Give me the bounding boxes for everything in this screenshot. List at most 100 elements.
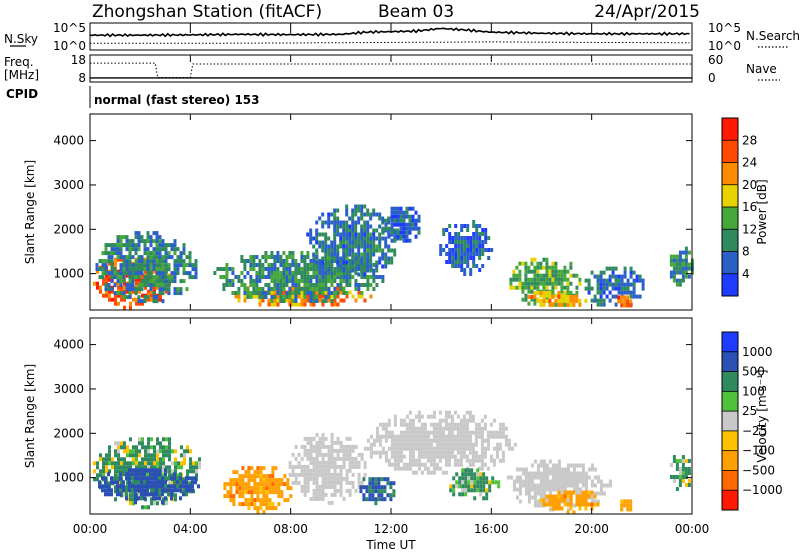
velocity-panel-cell bbox=[681, 475, 685, 479]
velocity-panel-cell bbox=[405, 446, 409, 451]
velocity-panel-cell bbox=[459, 438, 463, 443]
velocity-panel-cell bbox=[461, 476, 465, 481]
power-panel-cell bbox=[249, 259, 253, 263]
velocity-panel-echo-region bbox=[98, 468, 200, 505]
velocity-panel-cell bbox=[333, 480, 337, 485]
velocity-panel-cell bbox=[542, 471, 546, 476]
power-panel-cell bbox=[539, 261, 543, 266]
velocity-panel-cell bbox=[339, 440, 343, 445]
velocity-panel-cell bbox=[483, 414, 487, 419]
velocity-panel-cell bbox=[158, 488, 161, 493]
power-panel-cell bbox=[408, 206, 412, 211]
noise-left-tick-bottom: 10^0 bbox=[53, 39, 86, 53]
velocity-panel-cell bbox=[536, 491, 540, 496]
velocity-panel-cell bbox=[480, 434, 484, 439]
velocity-panel-cell bbox=[429, 430, 433, 435]
power-panel-cell bbox=[554, 273, 558, 278]
velocity-panel-cell bbox=[545, 463, 549, 468]
velocity-panel-cell bbox=[551, 467, 555, 472]
velocity-panel-cell bbox=[256, 498, 260, 503]
velocity-panel-cell bbox=[411, 442, 415, 447]
power-panel-cell bbox=[141, 301, 144, 306]
power-panel-cell bbox=[303, 283, 307, 287]
velocity-panel-cell bbox=[590, 479, 594, 484]
velocity-panel-cell bbox=[114, 449, 117, 454]
power-panel-cell bbox=[617, 295, 621, 300]
velocity-panel-cell bbox=[482, 480, 486, 485]
velocity-panel-cell bbox=[557, 498, 561, 503]
velocity-panel-cell bbox=[575, 479, 579, 484]
velocity-panel-cell bbox=[111, 457, 114, 462]
velocity-panel-cell bbox=[465, 426, 469, 431]
velocity-panel-cell bbox=[492, 430, 496, 435]
power-panel-cell bbox=[620, 303, 624, 308]
power-panel-cell bbox=[99, 289, 102, 294]
power-panel-cell bbox=[348, 236, 352, 241]
power-panel-cell bbox=[566, 269, 570, 274]
velocity-panel-cell bbox=[174, 497, 177, 502]
power-panel-cell bbox=[393, 230, 397, 235]
power-panel-cell bbox=[357, 267, 361, 271]
velocity-panel-cell bbox=[150, 497, 153, 502]
power-panel-cell bbox=[276, 302, 280, 307]
velocity-panel-cell bbox=[321, 440, 325, 445]
velocity-panel-cell bbox=[459, 446, 463, 451]
power-panel-cell bbox=[348, 272, 352, 277]
power-panel-cell bbox=[635, 294, 639, 299]
velocity-panel-cell bbox=[387, 430, 391, 435]
power-panel-cell bbox=[342, 236, 346, 241]
colorbar-segment bbox=[722, 391, 738, 412]
power-panel-cell bbox=[321, 271, 325, 275]
velocity-panel-cell bbox=[575, 463, 579, 468]
velocity-panel-cell bbox=[180, 461, 183, 466]
power-panel-cell bbox=[149, 259, 153, 264]
power-panel-cell bbox=[327, 295, 331, 299]
velocity-panel-cell bbox=[408, 442, 412, 447]
power-panel-cell bbox=[587, 290, 591, 295]
power-panel-cell bbox=[466, 224, 470, 228]
velocity-panel-cell bbox=[542, 487, 546, 492]
velocity-panel-cell bbox=[309, 452, 313, 457]
velocity-panel-cell bbox=[137, 476, 140, 481]
power-panel-cell bbox=[188, 259, 192, 264]
power-panel-cell bbox=[288, 279, 292, 283]
velocity-panel-cell bbox=[241, 486, 245, 491]
velocity-panel-cell bbox=[129, 501, 132, 506]
velocity-panel-cell bbox=[423, 422, 427, 427]
power-panel-cell bbox=[119, 239, 123, 244]
velocity-panel-cell bbox=[414, 470, 418, 475]
velocity-panel-cell bbox=[188, 476, 191, 481]
power-panel-cell bbox=[554, 269, 558, 274]
power-panel-cell bbox=[393, 228, 397, 233]
velocity-panel-cell bbox=[389, 481, 393, 486]
power-panel-cell bbox=[116, 243, 120, 248]
velocity-panel-cell bbox=[405, 434, 409, 439]
power-panel-cell bbox=[315, 271, 319, 275]
velocity-panel-cell bbox=[374, 497, 378, 502]
velocity-panel-cell bbox=[268, 486, 272, 491]
power-panel-cell bbox=[267, 302, 271, 307]
power-panel-cell bbox=[463, 268, 467, 272]
velocity-panel-cell bbox=[138, 449, 141, 454]
power-panel-cell bbox=[363, 283, 367, 287]
velocity-panel-cell bbox=[108, 469, 111, 474]
power-panel-cell bbox=[225, 267, 229, 271]
power-panel-cell bbox=[312, 259, 316, 263]
velocity-panel-cell bbox=[321, 472, 325, 477]
velocity-panel-cell bbox=[551, 479, 555, 484]
velocity-panel-cell bbox=[321, 484, 325, 489]
power-panel-cell bbox=[460, 224, 464, 228]
power-panel-cell bbox=[551, 269, 555, 274]
velocity-panel-cell bbox=[456, 458, 460, 463]
velocity-panel-cell bbox=[277, 490, 281, 495]
power-panel-cell bbox=[393, 218, 397, 223]
velocity-panel-cell bbox=[150, 437, 153, 442]
power-panel-cell bbox=[626, 286, 630, 291]
power-panel-cell bbox=[294, 279, 298, 283]
velocity-panel-cell bbox=[432, 410, 436, 415]
velocity-panel-cell bbox=[468, 450, 472, 455]
colorbar-segment bbox=[722, 371, 738, 392]
velocity-panel-cell bbox=[259, 482, 263, 487]
velocity-panel-cell bbox=[114, 469, 117, 474]
